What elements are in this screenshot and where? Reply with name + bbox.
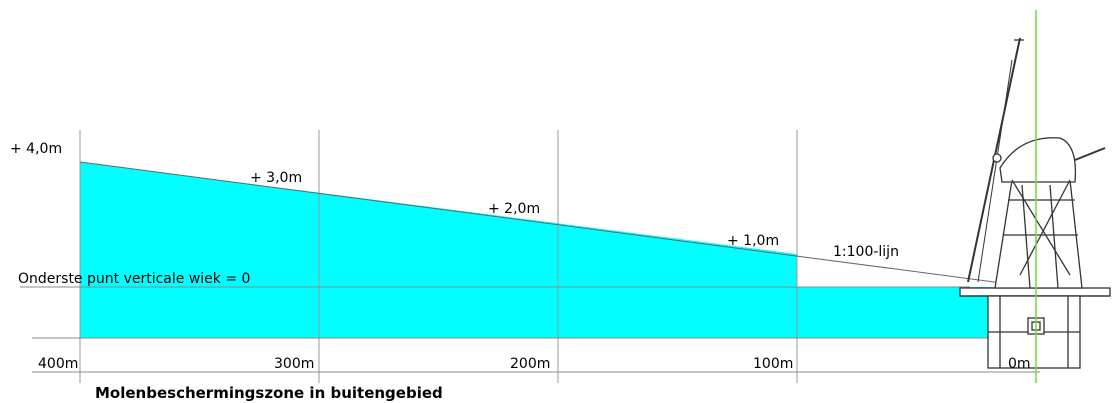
- distance-label-400m: 400m: [38, 356, 78, 372]
- height-label-4m: + 4,0m: [10, 141, 62, 157]
- height-label-2m: + 2,0m: [488, 201, 540, 217]
- distance-label-0m: 0m: [1008, 356, 1031, 372]
- distance-label-200m: 200m: [510, 356, 550, 372]
- protection-zone-slope: [80, 162, 797, 338]
- protection-zone-flat: [797, 287, 995, 338]
- slope-line: [79, 161, 1041, 289]
- distance-label-100m: 100m: [753, 356, 793, 372]
- windmill-icon: [959, 37, 1111, 369]
- ratio-label: 1:100-lijn: [833, 244, 899, 260]
- height-label-3m: + 3,0m: [250, 170, 302, 186]
- height-label-1m: + 1,0m: [727, 233, 779, 249]
- diagram-caption: Molenbeschermingszone in buitengebied: [95, 384, 443, 402]
- reference-label: Onderste punt verticale wiek = 0: [18, 271, 250, 287]
- distance-label-300m: 300m: [274, 356, 314, 372]
